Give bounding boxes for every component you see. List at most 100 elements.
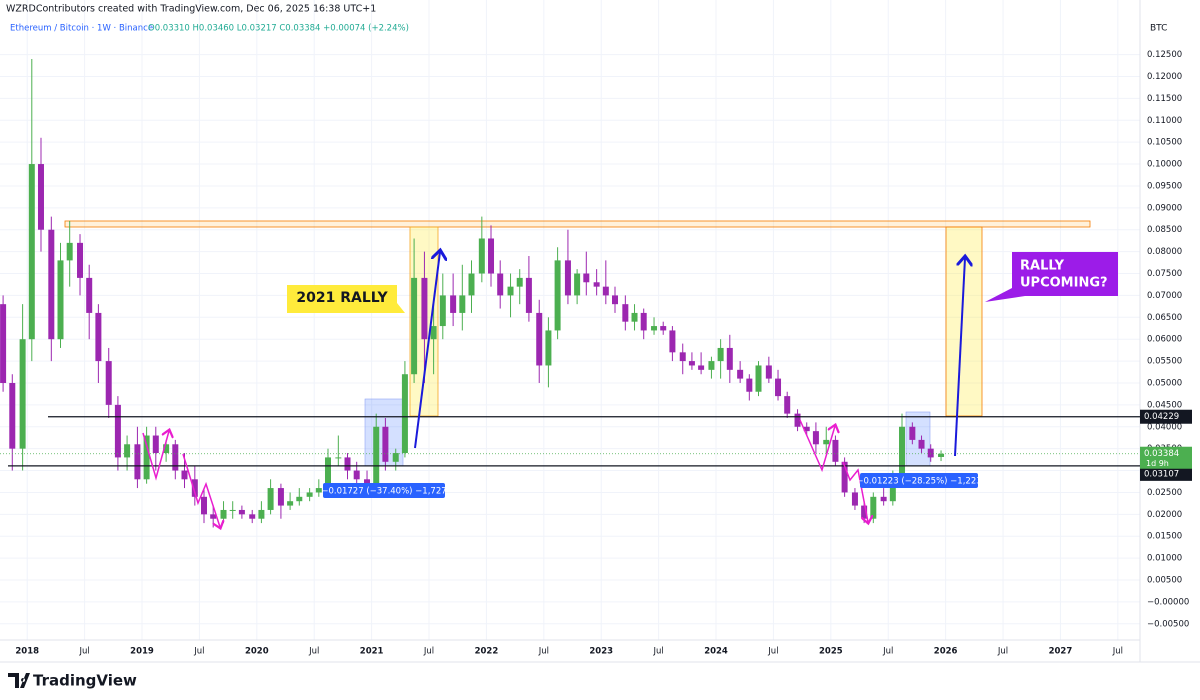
callout <box>287 285 405 313</box>
candle-body <box>669 330 676 353</box>
candle-body <box>114 404 121 458</box>
candle-body <box>163 444 170 454</box>
measure-label-bg <box>323 483 445 498</box>
candle-body <box>229 509 236 511</box>
zigzag <box>142 431 169 481</box>
candle-body <box>344 457 351 471</box>
candle-body <box>324 457 331 489</box>
candle-body <box>48 229 55 340</box>
candle-body <box>421 277 428 340</box>
candle-body <box>918 439 925 449</box>
x-tick-label: Jul <box>538 647 549 657</box>
callout-text: UPCOMING? <box>1020 276 1108 291</box>
candle-body <box>134 444 141 480</box>
measure-label: −0.01727 (−37.40%) −1,727 <box>321 487 446 497</box>
y-tick-label: 0.04500 <box>1147 400 1182 410</box>
y-tick-label: 0.06500 <box>1147 313 1182 323</box>
brand: TradingView <box>33 672 137 690</box>
candle-body <box>210 514 217 519</box>
y-tick-label: −0.00500 <box>1147 619 1189 629</box>
candle-body <box>28 164 35 340</box>
candle-body <box>249 514 256 519</box>
levels <box>0 416 1140 467</box>
candle-body <box>832 439 839 462</box>
candle-body <box>468 273 475 296</box>
candle-body <box>525 277 532 313</box>
price-tag-label: 0.03107 <box>1144 469 1179 479</box>
price-tag <box>1140 466 1192 481</box>
zigzag <box>182 453 220 527</box>
x-tick-label: 2019 <box>130 647 154 657</box>
candle-body <box>726 347 733 370</box>
candle-body <box>746 378 753 392</box>
candle-body <box>861 505 868 519</box>
candle-body <box>172 444 179 471</box>
x-tick-label: 2021 <box>360 647 384 657</box>
candle-body <box>459 295 466 313</box>
candle-body <box>612 295 619 305</box>
x-tick-label: Jul <box>997 647 1008 657</box>
candle-body <box>927 448 934 458</box>
candle-body <box>124 444 131 458</box>
candle-body <box>364 479 371 484</box>
candles <box>0 58 945 528</box>
candle-body <box>765 365 772 379</box>
candle-body <box>507 286 514 296</box>
candle-body <box>755 365 762 392</box>
candle-body <box>382 426 389 462</box>
candle-body <box>574 273 581 296</box>
candle-body <box>450 295 457 313</box>
countdown: 1d 9h <box>1146 459 1169 468</box>
y-tick-label: 0.10500 <box>1147 138 1182 148</box>
candle-body <box>803 426 810 432</box>
candle-body <box>870 496 877 519</box>
y-tick-label: 0.07500 <box>1147 269 1182 279</box>
candle-body <box>66 242 73 261</box>
attribution: WZRDContributors created with TradingVie… <box>6 4 376 15</box>
rally-box <box>945 226 983 417</box>
ohlc: O0.03310 H0.03460 L0.03217 C0.03384 +0.0… <box>148 24 409 34</box>
price-tag-label: 0.04229 <box>1144 412 1179 422</box>
candle-body <box>95 312 102 362</box>
candle-body <box>536 312 543 366</box>
candle-body <box>899 426 906 475</box>
candle-body <box>564 260 571 296</box>
y-tick-label: 0.05500 <box>1147 357 1182 367</box>
logo <box>8 673 30 688</box>
candle-body <box>583 273 590 283</box>
candle-body <box>737 369 744 379</box>
y-tick-label: 0.08000 <box>1147 247 1182 257</box>
y-tick-label: 0.12000 <box>1147 72 1182 82</box>
y-tick-label: 0.06000 <box>1147 335 1182 345</box>
candle-body <box>315 488 322 493</box>
candle-body <box>411 277 418 375</box>
y-tick-label: 0.01000 <box>1147 554 1182 564</box>
candle-body <box>651 326 658 331</box>
y-tick-label: 0.09500 <box>1147 181 1182 191</box>
candle-body <box>851 492 858 506</box>
candle-body <box>602 286 609 296</box>
x-tick-label: 2023 <box>589 647 613 657</box>
candle-body <box>880 496 887 502</box>
candle-body <box>86 277 93 313</box>
candle-body <box>296 496 303 502</box>
x-tick-label: 2026 <box>934 647 958 657</box>
candle-body <box>392 453 399 462</box>
x-tick-label: Jul <box>767 647 778 657</box>
candle-body <box>430 326 437 340</box>
y-tick-label: 0.07000 <box>1147 291 1182 301</box>
y-tick-label: 0.11000 <box>1147 116 1182 126</box>
candle-body <box>191 479 198 497</box>
candle-body <box>708 361 715 370</box>
callout-text: RALLY <box>1020 259 1065 274</box>
y-tick-label: 0.04000 <box>1147 422 1182 432</box>
candle-body <box>220 509 227 519</box>
x-tick-label: Jul <box>1112 647 1123 657</box>
arrow <box>414 252 440 449</box>
x-tick-label: 2020 <box>245 647 269 657</box>
y-tick-label: −0.00000 <box>1147 597 1189 607</box>
candle-body <box>201 496 208 515</box>
y-tick-label: 0.12500 <box>1147 50 1182 60</box>
y-tick-label: 0.11500 <box>1147 94 1182 104</box>
